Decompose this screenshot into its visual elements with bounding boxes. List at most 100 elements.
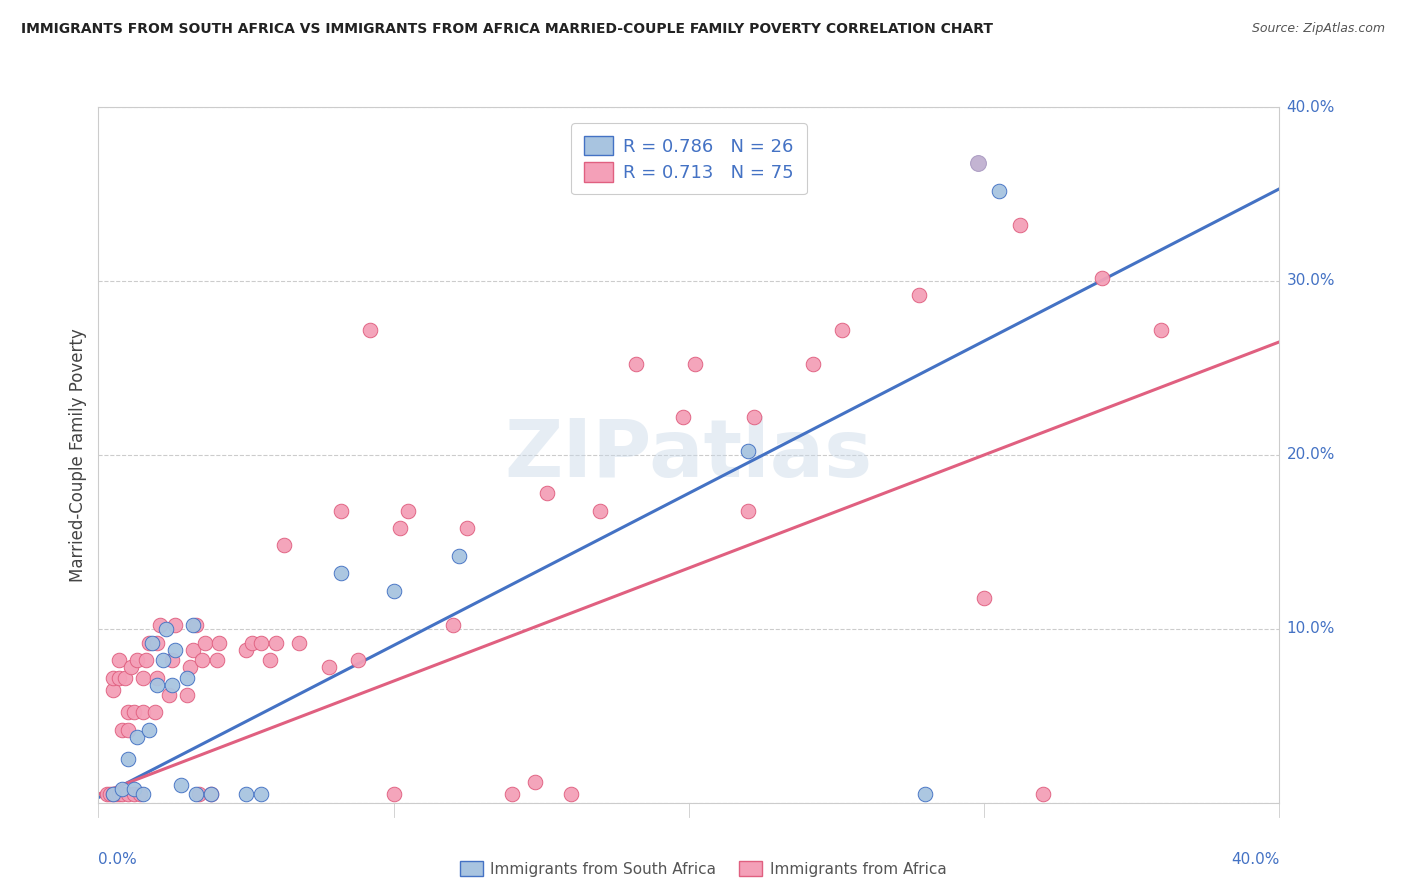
Point <box>179 660 201 674</box>
Point <box>672 409 695 424</box>
Point <box>259 653 281 667</box>
Point <box>273 538 295 552</box>
Point <box>742 409 765 424</box>
Point <box>318 660 340 674</box>
Point <box>501 787 523 801</box>
Point <box>122 706 145 720</box>
Point <box>396 503 419 517</box>
Point <box>120 660 142 674</box>
Point <box>200 787 222 801</box>
Point <box>536 486 558 500</box>
Point <box>737 444 759 458</box>
Y-axis label: Married-Couple Family Poverty: Married-Couple Family Poverty <box>69 328 87 582</box>
Point <box>560 787 582 801</box>
Point <box>122 781 145 796</box>
Point <box>132 787 155 801</box>
Point <box>98 787 121 801</box>
Point <box>288 636 311 650</box>
Point <box>135 653 157 667</box>
Point <box>138 636 160 650</box>
Point <box>382 787 405 801</box>
Point <box>149 618 172 632</box>
Point <box>1032 787 1054 801</box>
Point <box>103 671 125 685</box>
Point <box>200 787 222 801</box>
Point <box>111 787 134 801</box>
Point <box>347 653 370 667</box>
Text: IMMIGRANTS FROM SOUTH AFRICA VS IMMIGRANTS FROM AFRICA MARRIED-COUPLE FAMILY POV: IMMIGRANTS FROM SOUTH AFRICA VS IMMIGRAN… <box>21 22 993 37</box>
Point <box>194 636 217 650</box>
Text: 10.0%: 10.0% <box>1286 622 1334 636</box>
Point <box>122 787 145 801</box>
Point <box>132 671 155 685</box>
Point <box>165 642 187 657</box>
Point <box>737 503 759 517</box>
Point <box>208 636 231 650</box>
Point <box>359 323 381 337</box>
Point <box>967 155 990 169</box>
Point <box>138 723 160 737</box>
Point <box>456 521 478 535</box>
Point <box>1008 219 1031 233</box>
Point <box>103 787 125 801</box>
Point <box>152 653 174 667</box>
Text: 40.0%: 40.0% <box>1286 100 1334 114</box>
Point <box>1091 270 1114 285</box>
Point <box>117 706 139 720</box>
Point <box>987 184 1010 198</box>
Point <box>108 653 131 667</box>
Point <box>165 618 187 632</box>
Point <box>141 636 163 650</box>
Point <box>240 636 263 650</box>
Point <box>162 677 183 691</box>
Text: 20.0%: 20.0% <box>1286 448 1334 462</box>
Point <box>250 636 273 650</box>
Point <box>589 503 612 517</box>
Point <box>973 591 995 605</box>
Point <box>111 781 134 796</box>
Point <box>176 671 198 685</box>
Point <box>132 706 155 720</box>
Point <box>103 787 125 801</box>
Point <box>205 653 228 667</box>
Point <box>181 642 204 657</box>
Point <box>125 730 148 744</box>
Point <box>441 618 464 632</box>
Point <box>117 752 139 766</box>
Point <box>831 323 853 337</box>
Point <box>108 671 131 685</box>
Point <box>157 688 180 702</box>
Point <box>128 787 150 801</box>
Point <box>235 642 257 657</box>
Point <box>683 358 706 372</box>
Point <box>447 549 470 563</box>
Text: ZIPatlas: ZIPatlas <box>505 416 873 494</box>
Text: 0.0%: 0.0% <box>98 852 138 867</box>
Point <box>264 636 287 650</box>
Point <box>143 706 166 720</box>
Point <box>235 787 257 801</box>
Point <box>108 787 131 801</box>
Point <box>114 671 136 685</box>
Point <box>191 653 214 667</box>
Point <box>329 503 352 517</box>
Point <box>103 682 125 697</box>
Legend: R = 0.786   N = 26, R = 0.713   N = 75: R = 0.786 N = 26, R = 0.713 N = 75 <box>571 123 807 194</box>
Point <box>125 653 148 667</box>
Point <box>184 787 207 801</box>
Point <box>329 566 352 581</box>
Point <box>105 787 128 801</box>
Point <box>146 677 169 691</box>
Point <box>382 583 405 598</box>
Point <box>908 288 931 302</box>
Point <box>524 775 547 789</box>
Point <box>1150 323 1173 337</box>
Point <box>146 636 169 650</box>
Point <box>117 723 139 737</box>
Point <box>914 787 936 801</box>
Point <box>801 358 824 372</box>
Text: 30.0%: 30.0% <box>1286 274 1334 288</box>
Point <box>624 358 647 372</box>
Text: Source: ZipAtlas.com: Source: ZipAtlas.com <box>1251 22 1385 36</box>
Point <box>176 688 198 702</box>
